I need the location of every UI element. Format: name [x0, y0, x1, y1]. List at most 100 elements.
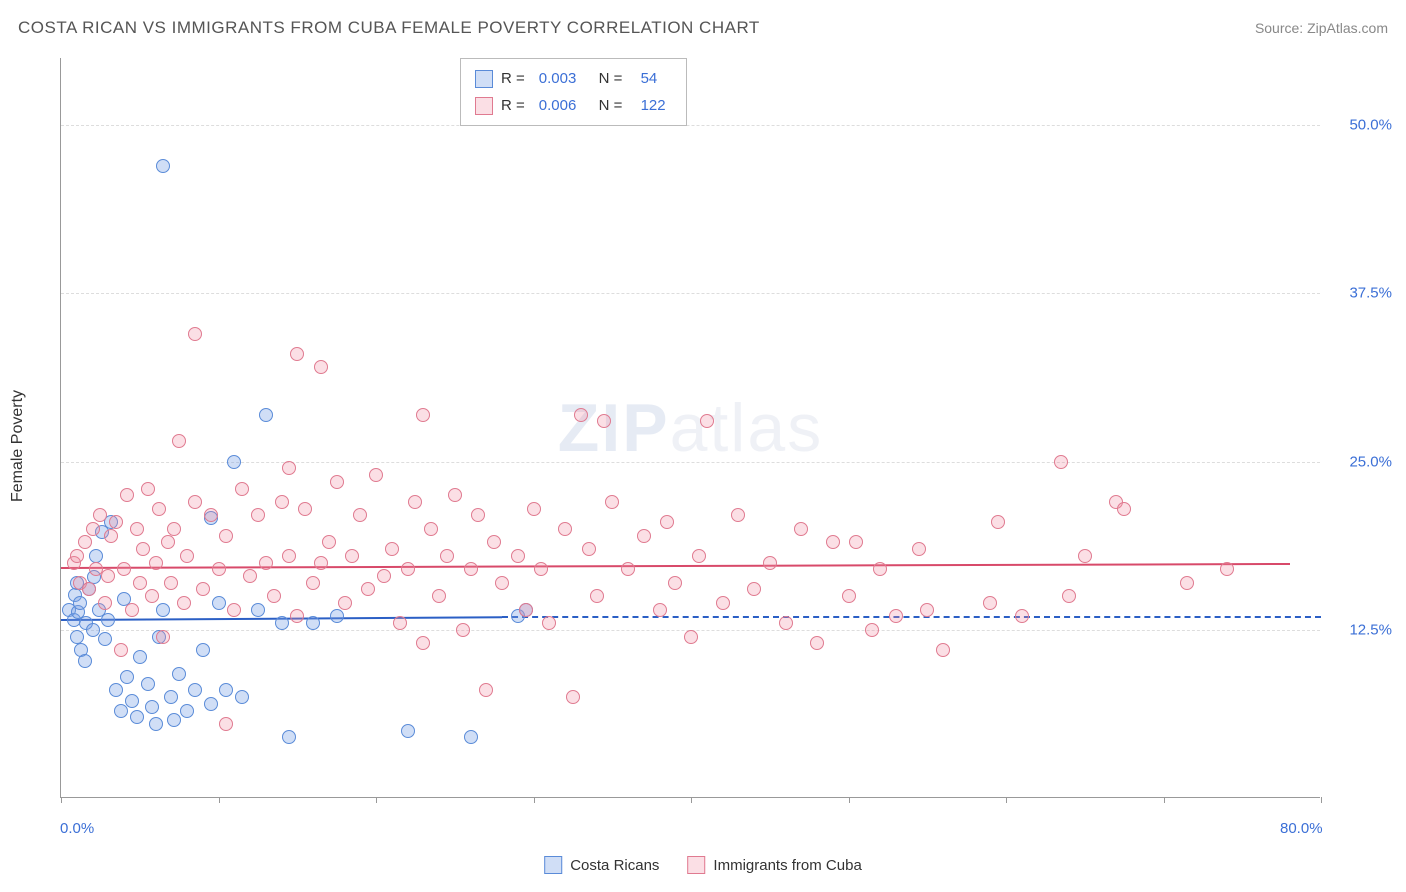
data-point [314, 556, 328, 570]
data-point [660, 515, 674, 529]
x-tick-mark [849, 797, 850, 803]
gridline [61, 462, 1320, 463]
data-point [70, 630, 84, 644]
data-point [282, 461, 296, 475]
x-tick-mark [1006, 797, 1007, 803]
legend-swatch [475, 70, 493, 88]
data-point [149, 717, 163, 731]
data-point [865, 623, 879, 637]
data-point [1220, 562, 1234, 576]
data-point [204, 697, 218, 711]
legend-n-value: 54 [636, 65, 657, 92]
y-axis-label: Female Poverty [9, 390, 27, 502]
x-tick-label: 0.0% [60, 820, 94, 837]
data-point [401, 562, 415, 576]
data-point [141, 482, 155, 496]
data-point [152, 502, 166, 516]
data-point [558, 522, 572, 536]
data-point [167, 522, 181, 536]
data-point [78, 654, 92, 668]
data-point [259, 556, 273, 570]
data-point [495, 576, 509, 590]
data-point [98, 632, 112, 646]
x-tick-mark [219, 797, 220, 803]
legend-bottom-item: Immigrants from Cuba [687, 856, 861, 874]
data-point [479, 683, 493, 697]
data-point [991, 515, 1005, 529]
data-point [621, 562, 635, 576]
x-tick-mark [534, 797, 535, 803]
data-point [345, 549, 359, 563]
data-point [361, 582, 375, 596]
data-point [763, 556, 777, 570]
data-point [172, 434, 186, 448]
data-point [130, 710, 144, 724]
data-point [1180, 576, 1194, 590]
watermark-zip: ZIP [558, 390, 670, 466]
legend-n-label: N = [590, 92, 622, 119]
data-point [842, 589, 856, 603]
data-point [219, 529, 233, 543]
data-point [936, 643, 950, 657]
data-point [172, 667, 186, 681]
data-point [471, 508, 485, 522]
data-point [145, 589, 159, 603]
data-point [440, 549, 454, 563]
data-point [120, 488, 134, 502]
data-point [731, 508, 745, 522]
legend-n-value: 122 [636, 92, 665, 119]
data-point [133, 650, 147, 664]
y-tick-label: 50.0% [1332, 117, 1392, 134]
data-point [125, 694, 139, 708]
data-point [456, 623, 470, 637]
data-point [306, 616, 320, 630]
legend-r-label: R = [501, 92, 525, 119]
data-point [1054, 455, 1068, 469]
y-tick-label: 25.0% [1332, 453, 1392, 470]
data-point [196, 643, 210, 657]
data-point [180, 549, 194, 563]
data-point [668, 576, 682, 590]
data-point [464, 730, 478, 744]
data-point [86, 623, 100, 637]
legend-top: R =0.003 N = 54R =0.006 N = 122 [460, 58, 687, 126]
data-point [93, 508, 107, 522]
data-point [70, 549, 84, 563]
data-point [130, 522, 144, 536]
data-point [511, 549, 525, 563]
data-point [597, 414, 611, 428]
data-point [794, 522, 808, 536]
data-point [282, 549, 296, 563]
x-tick-mark [1164, 797, 1165, 803]
data-point [149, 556, 163, 570]
y-tick-label: 37.5% [1332, 285, 1392, 302]
data-point [156, 630, 170, 644]
x-tick-mark [1321, 797, 1322, 803]
data-point [700, 414, 714, 428]
legend-r-value: 0.006 [539, 92, 577, 119]
data-point [920, 603, 934, 617]
data-point [227, 455, 241, 469]
data-point [101, 569, 115, 583]
data-point [219, 683, 233, 697]
legend-r-value: 0.003 [539, 65, 577, 92]
data-point [779, 616, 793, 630]
data-point [235, 482, 249, 496]
data-point [164, 690, 178, 704]
data-point [235, 690, 249, 704]
data-point [590, 589, 604, 603]
legend-swatch [687, 856, 705, 874]
data-point [275, 495, 289, 509]
data-point [747, 582, 761, 596]
chart-header: COSTA RICAN VS IMMIGRANTS FROM CUBA FEMA… [18, 18, 1388, 38]
x-tick-mark [691, 797, 692, 803]
data-point [267, 589, 281, 603]
data-point [275, 616, 289, 630]
data-point [177, 596, 191, 610]
x-tick-mark [376, 797, 377, 803]
data-point [98, 596, 112, 610]
source-label: Source: ZipAtlas.com [1255, 20, 1388, 36]
data-point [519, 603, 533, 617]
watermark-atlas: atlas [670, 390, 824, 466]
data-point [637, 529, 651, 543]
